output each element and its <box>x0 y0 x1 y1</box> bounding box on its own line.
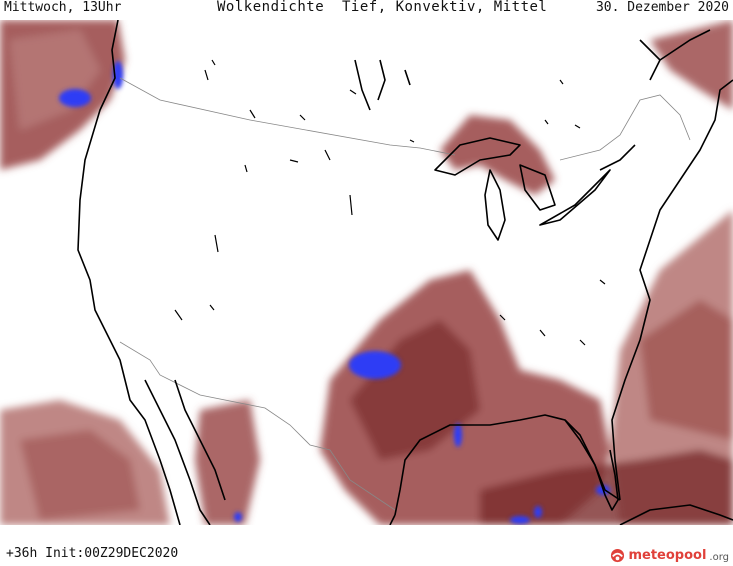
model-run-info: +36h Init:00Z29DEC2020 <box>6 546 179 561</box>
lake-michigan <box>484 169 506 241</box>
coast-atlantic <box>611 79 733 501</box>
convective-texas <box>349 351 401 379</box>
cloud-west-mexico <box>195 400 260 525</box>
us-canada-border <box>119 77 456 156</box>
brand-logo[interactable]: meteopool .org <box>610 548 729 563</box>
lake-superior <box>434 137 521 176</box>
cloud-layer <box>0 20 733 525</box>
coastline-layer <box>77 20 733 525</box>
lake-huron <box>519 164 556 211</box>
cloud-density-map <box>0 20 733 525</box>
us-mexico-border <box>119 341 396 511</box>
florida <box>564 419 619 511</box>
cuba <box>619 504 733 525</box>
cloud-northeast <box>650 20 733 110</box>
map-svg <box>0 20 733 525</box>
meteopool-logo-icon <box>611 548 625 563</box>
brand-tld: .org <box>709 551 729 563</box>
inland-water-layer <box>174 59 606 346</box>
coast-pacific <box>77 20 181 525</box>
convective-nw <box>59 89 91 107</box>
valid-day-time: Mittwoch, 13Uhr <box>4 0 122 15</box>
border-layer <box>119 77 691 511</box>
map-title: Wolkendichte Tief, Konvektiv, Mittel <box>217 0 548 15</box>
brand-name: meteopool <box>628 548 707 563</box>
valid-date: 30. Dezember 2020 <box>595 0 729 15</box>
cloud-great-lakes <box>440 115 555 195</box>
